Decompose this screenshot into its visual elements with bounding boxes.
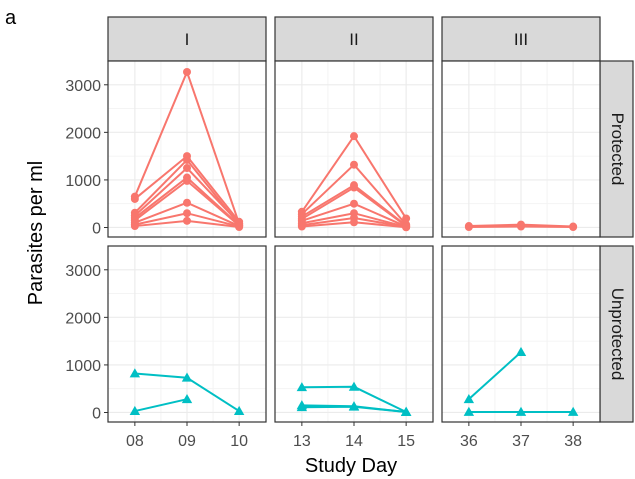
x-tick-label: 37 <box>512 433 530 450</box>
row-strip-label: Protected <box>608 113 627 186</box>
data-point <box>130 194 139 203</box>
data-point <box>464 223 473 232</box>
data-point <box>400 406 412 416</box>
data-point <box>181 372 193 382</box>
y-tick-label: 0 <box>92 220 101 237</box>
data-point <box>350 183 358 192</box>
data-point <box>348 401 360 411</box>
data-point <box>463 393 475 404</box>
data-point <box>183 198 191 207</box>
y-tick-label: 0 <box>92 405 101 422</box>
data-point <box>296 402 308 412</box>
data-point <box>235 223 244 232</box>
panel-border <box>274 60 434 238</box>
data-point <box>515 346 527 356</box>
data-point <box>296 382 308 392</box>
y-tick-label: 2000 <box>65 125 101 142</box>
x-tick-label: 13 <box>293 433 311 450</box>
data-point <box>350 160 358 169</box>
row-strip <box>599 245 634 423</box>
data-point <box>183 164 191 173</box>
data-point <box>181 393 193 404</box>
data-point <box>233 405 245 415</box>
column-strip <box>107 16 267 62</box>
data-point <box>567 406 579 416</box>
x-tick-label: 10 <box>230 433 248 450</box>
row-strip <box>599 60 634 238</box>
y-axis-title: Parasites per ml <box>25 161 47 306</box>
data-point <box>515 406 527 416</box>
x-tick-label: 15 <box>397 433 415 450</box>
panels-layer: I II IIIProtectedUnprotected01000200030000… <box>65 16 634 450</box>
column-strip-label: III <box>514 30 528 49</box>
data-point <box>183 67 191 76</box>
x-tick-label: 09 <box>178 433 196 450</box>
column-strip-label: I <box>185 30 190 49</box>
data-point <box>402 214 411 223</box>
data-point <box>350 132 358 141</box>
data-point <box>402 223 411 232</box>
data-point <box>569 223 578 232</box>
panel-border <box>107 60 267 238</box>
y-tick-label: 1000 <box>65 358 101 375</box>
column-strip <box>441 16 601 62</box>
x-tick-label: 14 <box>345 433 363 450</box>
data-point <box>297 222 306 231</box>
data-point <box>183 216 191 225</box>
x-tick-label: 38 <box>564 433 582 450</box>
data-point <box>183 155 191 164</box>
panel-border <box>441 60 601 238</box>
series-line <box>468 351 522 400</box>
data-point <box>350 218 358 227</box>
x-tick-label: 36 <box>460 433 478 450</box>
x-tick-label: 08 <box>126 433 144 450</box>
data-point <box>129 405 141 415</box>
y-tick-label: 1000 <box>65 173 101 190</box>
data-point <box>130 222 139 231</box>
data-point <box>348 381 360 391</box>
panel-letter: a <box>5 7 17 29</box>
column-strip <box>274 16 434 62</box>
data-point <box>350 199 358 208</box>
y-tick-label: 3000 <box>65 263 101 280</box>
data-point <box>183 176 191 185</box>
series-line <box>134 398 188 413</box>
x-axis-title: Study Day <box>305 455 397 477</box>
y-tick-label: 3000 <box>65 78 101 95</box>
data-point <box>183 209 191 218</box>
y-tick-label: 2000 <box>65 310 101 327</box>
data-point <box>129 368 141 378</box>
data-point <box>463 406 475 416</box>
column-strip-label: II <box>349 30 358 49</box>
row-strip-label: Unprotected <box>608 288 627 381</box>
data-point <box>517 222 525 231</box>
